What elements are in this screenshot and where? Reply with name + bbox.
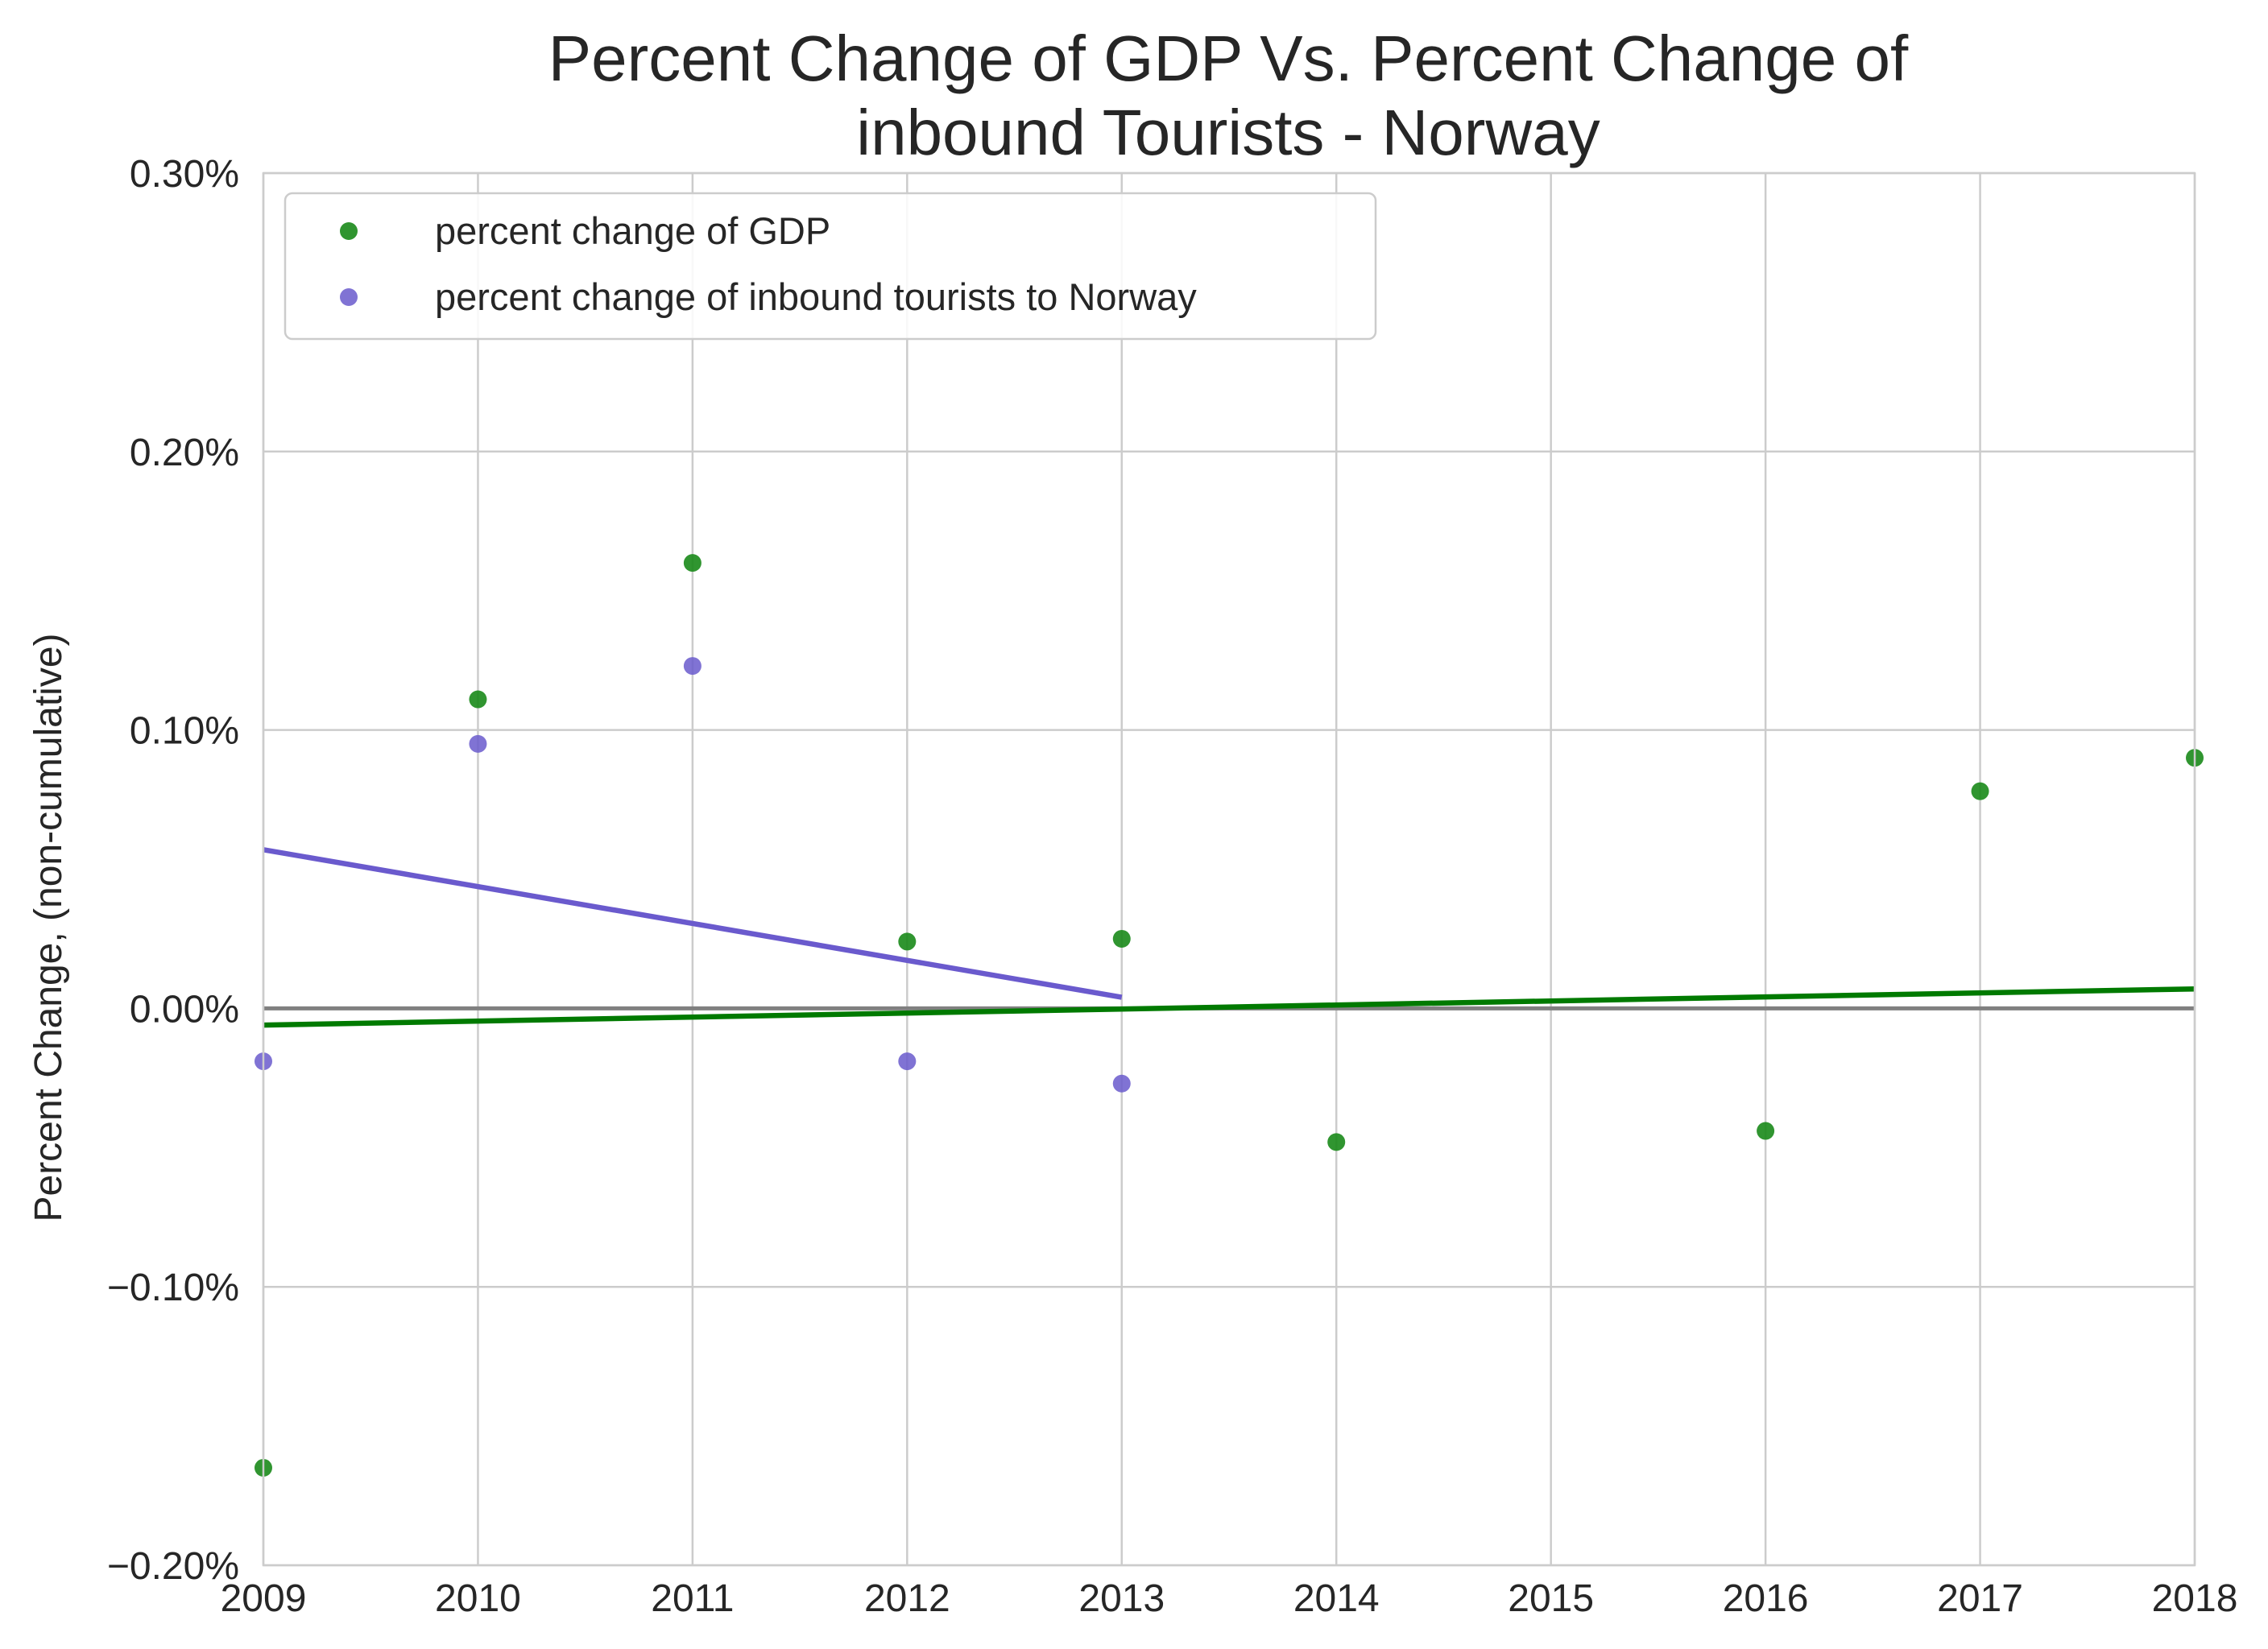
x-tick-label: 2011 <box>651 1577 734 1620</box>
tourists-point <box>683 657 702 676</box>
legend-label-gdp: percent change of GDP <box>435 209 830 252</box>
y-tick-label: 0.10% <box>130 710 239 753</box>
chart-title-line-2: inbound Tourists - Norway <box>856 97 1600 168</box>
x-tick-label: 2017 <box>1937 1577 2023 1620</box>
y-tick-label: 0.30% <box>130 153 239 196</box>
plot-frame <box>262 172 2196 1567</box>
gdp-point <box>898 932 917 951</box>
gdp-point <box>1971 782 1989 800</box>
y-tick-label: 0.20% <box>130 432 239 474</box>
legend-marker-gdp <box>340 222 358 240</box>
tourists-point <box>469 734 487 753</box>
y-tick-label: −0.20% <box>107 1545 239 1588</box>
y-axis-label: Percent Change, (non-cumulative) <box>27 633 70 1221</box>
legend-marker-tourists <box>340 288 358 306</box>
tourists-point <box>1112 1074 1131 1093</box>
legend: percent change of GDP percent change of … <box>284 192 1377 341</box>
y-tick-label: 0.00% <box>130 988 239 1031</box>
chart-title-line-1: Percent Change of GDP Vs. Percent Change… <box>548 23 1909 94</box>
tick-labels: 2009 2010 2011 2012 2013 2014 2015 2016 2017 2018… <box>107 153 2238 1620</box>
x-tick-label: 2013 <box>1078 1577 1165 1620</box>
x-tick-label: 2014 <box>1293 1577 1380 1620</box>
grid <box>262 172 2196 1567</box>
x-tick-label: 2016 <box>1723 1577 1809 1620</box>
gdp-trend-line <box>263 986 2196 1028</box>
gdp-point <box>683 554 702 572</box>
gdp-point <box>1757 1122 1775 1140</box>
x-tick-label: 2018 <box>2152 1577 2238 1620</box>
gdp-point <box>1327 1133 1346 1151</box>
data-points <box>255 554 2204 1477</box>
tourists-trend-line <box>263 847 1123 1000</box>
x-tick-label: 2009 <box>221 1577 307 1620</box>
x-tick-label: 2010 <box>435 1577 521 1620</box>
trend-lines <box>263 847 2196 1028</box>
gdp-point <box>1112 929 1131 948</box>
x-tick-label: 2012 <box>864 1577 950 1620</box>
x-tick-label: 2015 <box>1508 1577 1594 1620</box>
legend-box <box>284 192 1377 341</box>
y-tick-label: −0.10% <box>107 1267 239 1309</box>
tourists-point <box>898 1052 917 1071</box>
gdp-point <box>469 690 487 709</box>
legend-label-tourists: percent change of inbound tourists to No… <box>435 275 1197 318</box>
